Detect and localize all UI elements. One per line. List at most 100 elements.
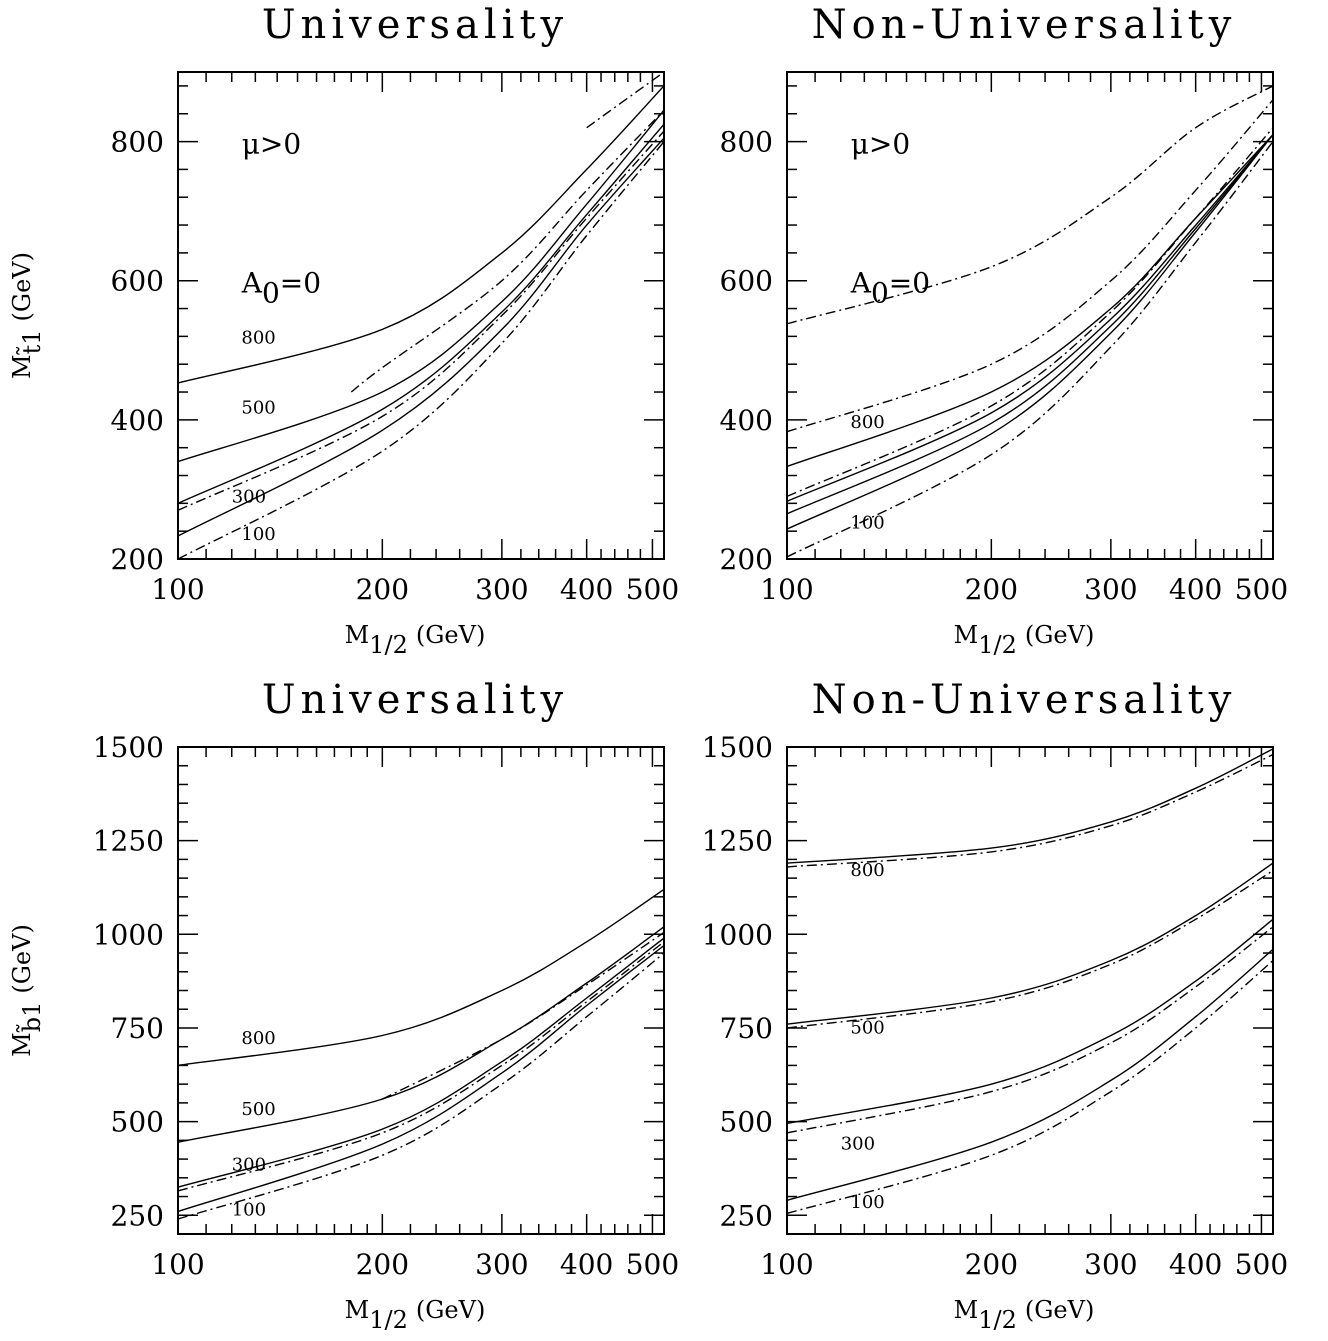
y-tick-label: 750 — [720, 1012, 773, 1045]
annotation-main: A — [850, 267, 872, 300]
series-line-solid — [178, 85, 664, 384]
x-tick-label: 500 — [1235, 1248, 1288, 1281]
y-tick-label: 500 — [720, 1106, 773, 1139]
x-axis-label-main: M — [954, 621, 979, 649]
x-tick-label: 200 — [965, 573, 1018, 606]
x-axis-label-main: M — [345, 1296, 370, 1324]
series-line-dashdot — [381, 931, 664, 1100]
annotation-main: A — [241, 267, 263, 300]
y-tick-label: 400 — [720, 404, 773, 437]
x-tick-label: 300 — [1084, 1248, 1137, 1281]
panel-title: Universality — [262, 2, 568, 48]
curve-label: 800 — [850, 412, 884, 433]
annotation-sub: 0 — [871, 277, 889, 310]
x-axis-label-main: M — [345, 621, 370, 649]
annotation: μ>0 — [851, 128, 910, 161]
series-line-dashdot — [787, 141, 1273, 558]
x-axis-label-unit: (GeV) — [1025, 621, 1094, 649]
y-tick-label: 1000 — [702, 918, 773, 951]
x-axis-label-sub: 1/2 — [978, 1306, 1017, 1334]
curve-label: 300 — [232, 487, 266, 508]
y-axis-label-unit: (GeV) — [8, 252, 36, 321]
x-tick-label: 100 — [151, 573, 204, 606]
y-tick-label: 400 — [111, 404, 164, 437]
series-line-solid — [787, 134, 1273, 502]
x-axis-label-unit: (GeV) — [416, 621, 485, 649]
series-line-dashdot — [787, 753, 1273, 868]
x-tick-label: 300 — [475, 1248, 528, 1281]
y-axis-label-sub: b̃1 — [15, 1002, 46, 1033]
curve-label: 800 — [241, 1028, 275, 1049]
curve-label: 500 — [850, 1018, 884, 1039]
y-tick-label: 200 — [720, 543, 773, 576]
x-tick-label: 100 — [760, 573, 813, 606]
x-tick-label: 400 — [1169, 573, 1222, 606]
curve-label: 100 — [241, 524, 275, 545]
y-tick-label: 1250 — [93, 825, 164, 858]
x-axis-label-unit: (GeV) — [416, 1296, 485, 1324]
y-axis-label-sub: t̃1 — [15, 329, 46, 354]
plot-frame — [177, 71, 665, 560]
curve-label: 800 — [850, 860, 884, 881]
y-axis-label-unit: (GeV) — [8, 924, 36, 993]
series-line-solid — [178, 137, 664, 537]
series-line-dashdot — [178, 952, 664, 1220]
series-line-dashdot — [787, 959, 1273, 1215]
series-line-solid — [178, 926, 664, 1143]
x-tick-label: 100 — [760, 1248, 813, 1281]
series-line-solid — [178, 937, 664, 1188]
panel-title: Non-Universality — [812, 2, 1237, 48]
x-tick-label: 400 — [560, 1248, 613, 1281]
y-axis-label: Mb̃1 (GeV) — [8, 924, 46, 1057]
y-tick-label: 1250 — [702, 825, 773, 858]
x-axis-label-sub: 1/2 — [369, 1306, 408, 1334]
y-tick-label: 1500 — [702, 731, 773, 764]
series-line-dashdot — [178, 141, 664, 559]
y-tick-label: 800 — [111, 126, 164, 159]
series-line-dashdot — [787, 127, 1273, 498]
series-group — [787, 85, 1273, 558]
series-line-solid — [787, 134, 1273, 468]
y-tick-label: 600 — [111, 265, 164, 298]
curve-label: 500 — [241, 1099, 275, 1120]
series-group — [787, 748, 1273, 1215]
x-tick-label: 400 — [560, 573, 613, 606]
curve-label: 100 — [850, 1192, 884, 1213]
panel-title: Non-Universality — [812, 677, 1237, 723]
x-axis-label: M1/2 (GeV) — [345, 1296, 486, 1334]
plot-frame — [786, 746, 1274, 1235]
annotation: A0=0 — [241, 267, 321, 310]
series-line-solid — [178, 888, 664, 1067]
y-tick-label: 250 — [720, 1199, 773, 1232]
y-tick-label: 500 — [111, 1106, 164, 1139]
x-tick-label: 200 — [965, 1248, 1018, 1281]
x-tick-label: 500 — [1235, 573, 1288, 606]
x-tick-label: 200 — [356, 1248, 409, 1281]
series-line-solid — [787, 748, 1273, 864]
curve-label: 100 — [850, 512, 884, 533]
curve-label: 800 — [241, 327, 275, 348]
series-line-solid — [178, 944, 664, 1213]
series-line-solid — [787, 134, 1273, 515]
annotation-rest: =0 — [280, 267, 321, 300]
x-tick-label: 400 — [1169, 1248, 1222, 1281]
x-axis-label: M1/2 (GeV) — [954, 1296, 1095, 1334]
x-tick-label: 500 — [626, 573, 679, 606]
series-group — [178, 888, 664, 1220]
annotation: A0=0 — [850, 267, 930, 310]
series-line-dashdot — [350, 109, 664, 393]
x-axis-label-unit: (GeV) — [1025, 1296, 1094, 1324]
x-tick-label: 500 — [626, 1248, 679, 1281]
y-axis-label-main: M — [8, 1032, 36, 1057]
x-tick-label: 300 — [475, 573, 528, 606]
y-tick-label: 750 — [111, 1012, 164, 1045]
plot-frame — [786, 71, 1274, 560]
series-line-solid — [178, 109, 664, 463]
series-line-solid — [178, 123, 664, 504]
series-line-dashdot — [787, 99, 1273, 433]
series-line-solid — [787, 948, 1273, 1201]
annotation-rest: =0 — [889, 267, 930, 300]
